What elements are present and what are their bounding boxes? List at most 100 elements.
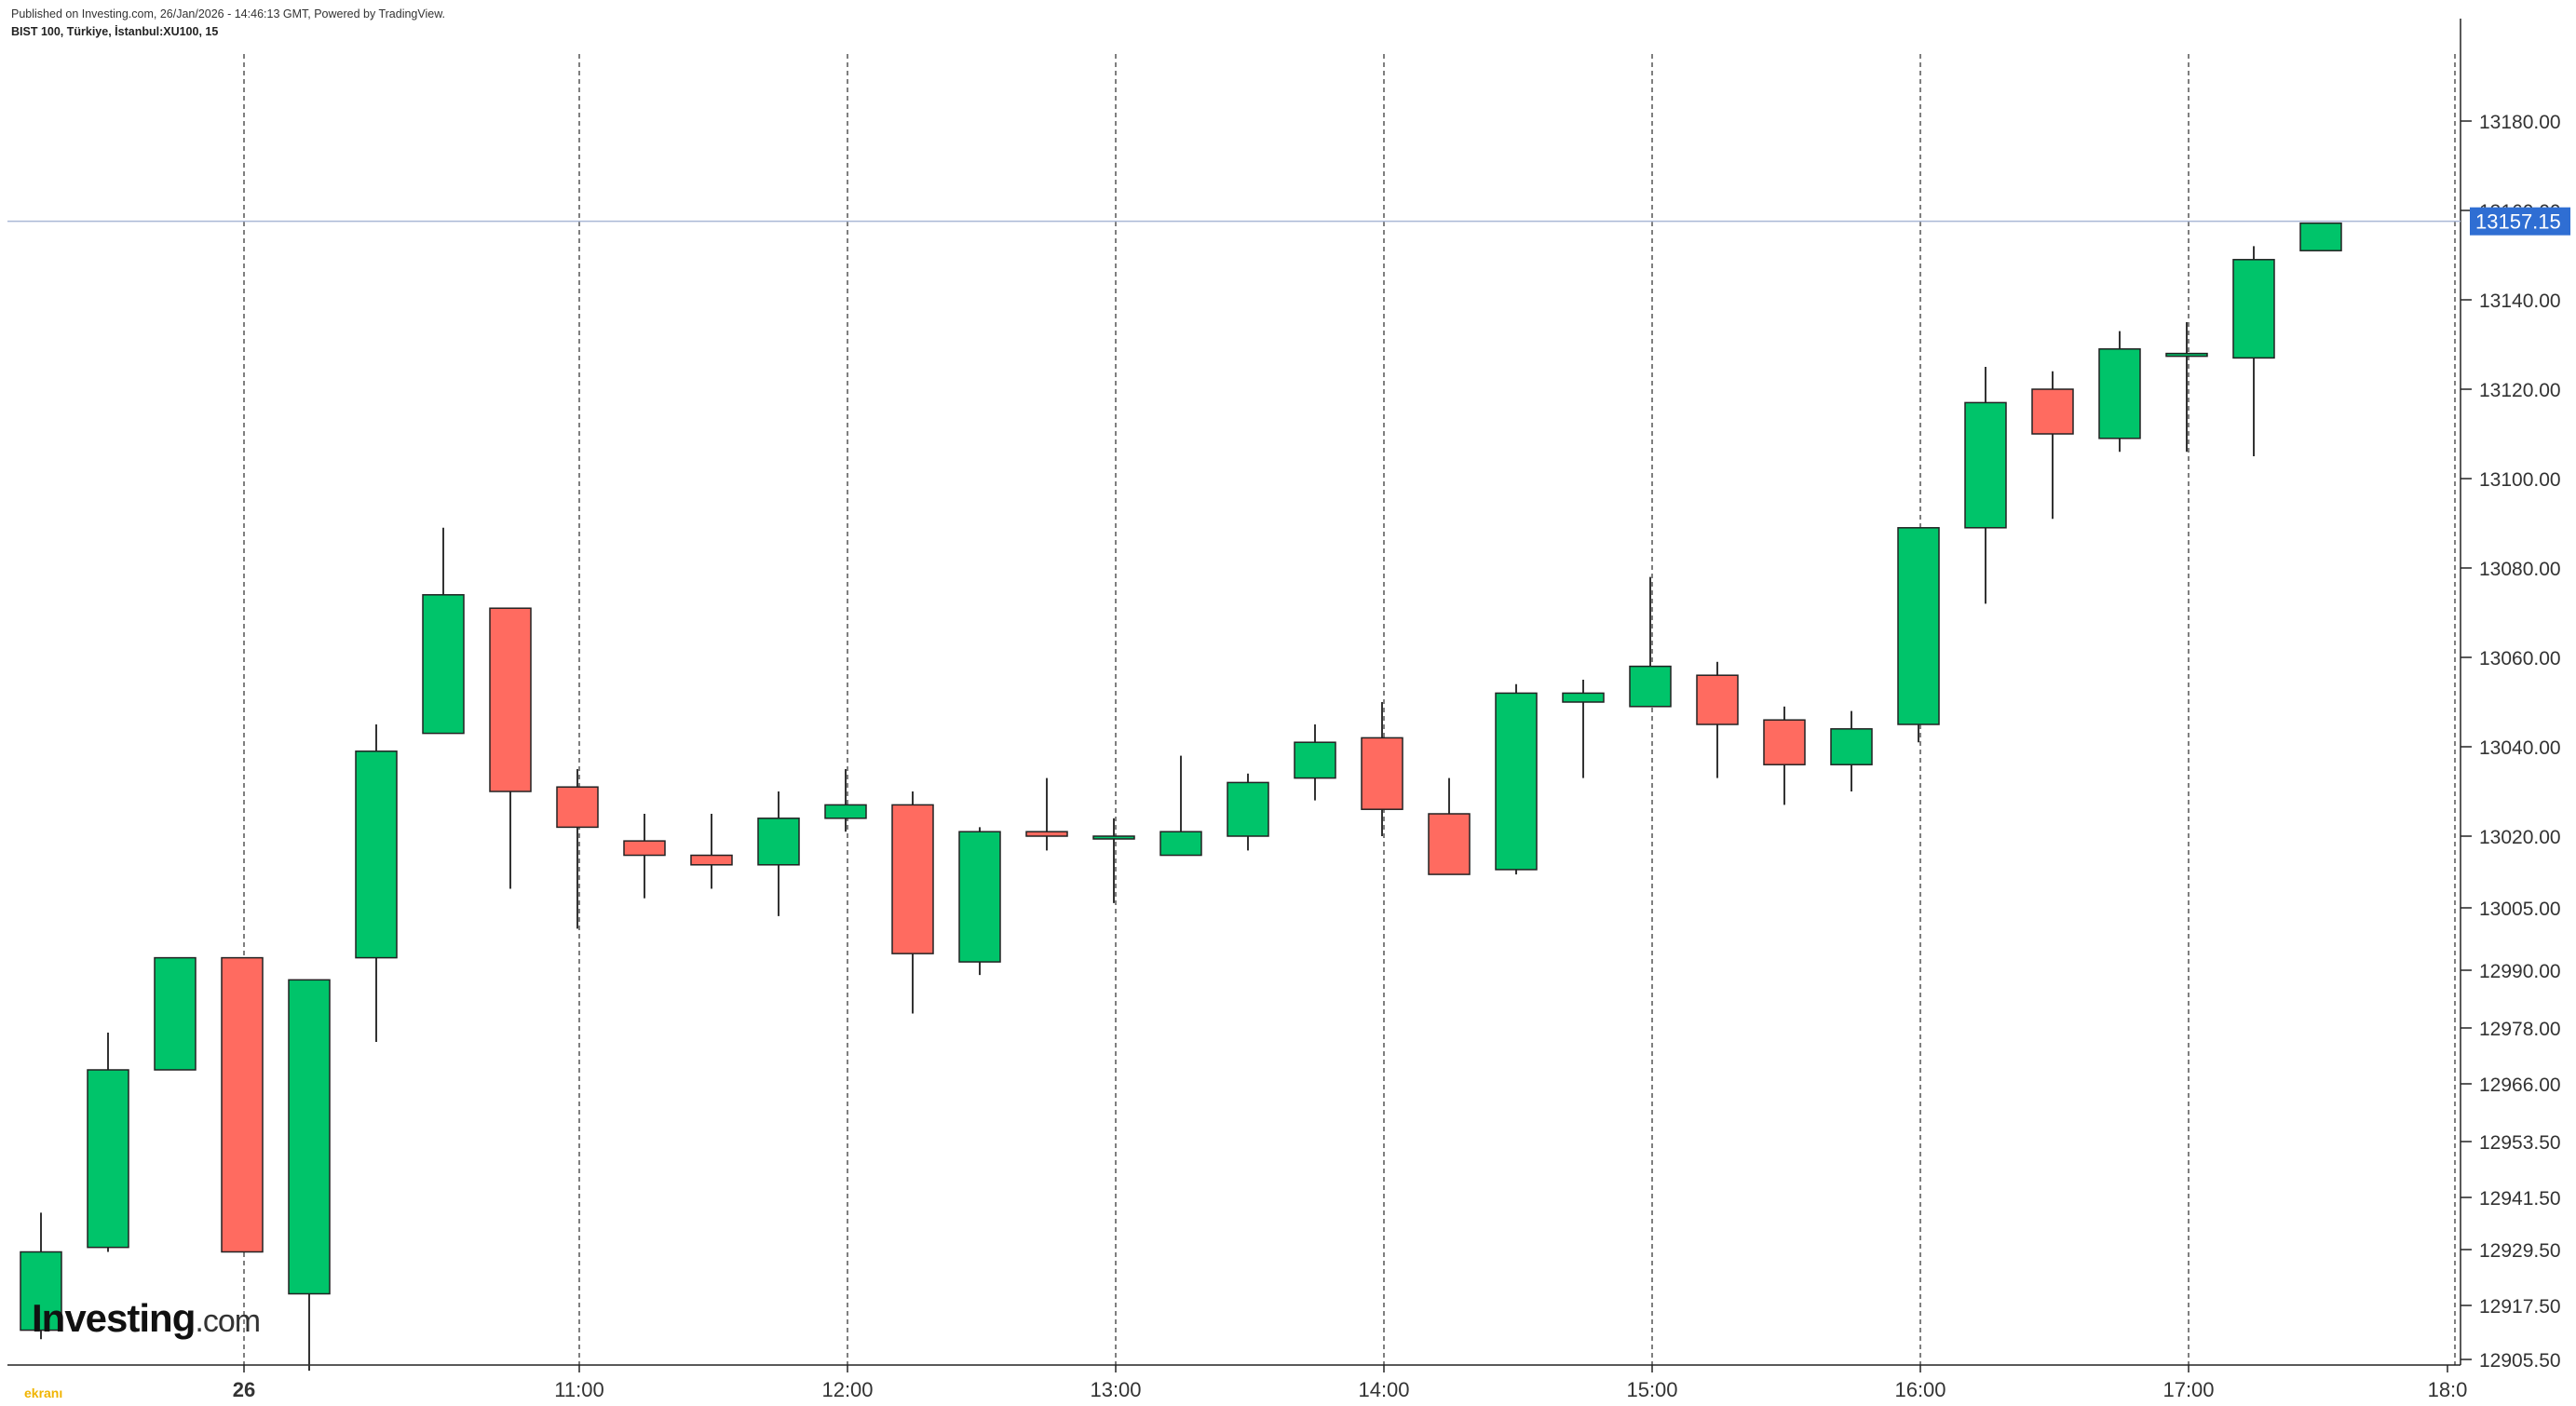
candle-body bbox=[1361, 737, 1403, 810]
y-axis-ticks: 13180.0013160.0013140.0013120.0013100.00… bbox=[2461, 112, 2561, 1372]
candle-11 bbox=[757, 791, 800, 916]
candle-34 bbox=[2299, 222, 2342, 251]
x-axis-ticks: 26 11:00 12:00 13:00 14:00 15:00 16:00 17:00 18:… bbox=[233, 1365, 2468, 1401]
y-tick-label: 12941.50 bbox=[2479, 1188, 2561, 1210]
published-caption: Published on Investing.com, 26/Jan/2026 … bbox=[11, 7, 446, 20]
candle-3 bbox=[221, 956, 264, 1253]
candle-6 bbox=[422, 527, 465, 735]
x-tick-label: 17:00 bbox=[2162, 1378, 2214, 1401]
candle-25 bbox=[1696, 661, 1739, 778]
candles bbox=[20, 222, 2342, 1372]
candle-body bbox=[20, 1251, 62, 1332]
y-tick-label: 13080.00 bbox=[2479, 559, 2561, 580]
y-tick-label: 12978.00 bbox=[2479, 1019, 2561, 1040]
candle-body bbox=[556, 786, 599, 829]
candle-33 bbox=[2232, 246, 2275, 456]
candle-body bbox=[2232, 259, 2275, 359]
logo-suffix: .com bbox=[195, 1304, 261, 1339]
candle-body bbox=[1092, 835, 1135, 840]
y-tick-label: 12990.00 bbox=[2479, 961, 2561, 982]
candle-9 bbox=[623, 814, 666, 899]
candle-29 bbox=[1964, 367, 2007, 604]
candle-32 bbox=[2165, 322, 2208, 453]
symbol-title: BIST 100, Türkiye, İstanbul:XU100, 15 bbox=[11, 24, 219, 38]
candle-body bbox=[1025, 831, 1068, 837]
candle-21 bbox=[1428, 777, 1471, 875]
y-tick-label: 12953.50 bbox=[2479, 1132, 2561, 1154]
candle-body bbox=[1897, 527, 1940, 725]
candle-28 bbox=[1897, 527, 1940, 743]
candle-body bbox=[824, 804, 867, 819]
logo-brand: Investing bbox=[32, 1296, 196, 1340]
candle-body bbox=[489, 607, 532, 792]
candle-body bbox=[1964, 401, 2007, 529]
chart-header: Published on Investing.com, 26/Jan/2026 … bbox=[11, 6, 445, 41]
candle-body bbox=[1159, 831, 1202, 857]
time-gridlines bbox=[243, 54, 2456, 1365]
candle-body bbox=[891, 804, 934, 954]
candle-body bbox=[2299, 222, 2342, 251]
candle-body bbox=[623, 840, 666, 857]
candle-10 bbox=[690, 814, 733, 889]
candle-18 bbox=[1227, 773, 1269, 851]
y-tick-label: 12929.50 bbox=[2479, 1240, 2561, 1262]
y-tick-label: 13020.00 bbox=[2479, 827, 2561, 848]
candle-14 bbox=[958, 827, 1001, 976]
y-tick-label: 13120.00 bbox=[2479, 380, 2561, 401]
y-tick-label: 13040.00 bbox=[2479, 737, 2561, 759]
candle-19 bbox=[1294, 724, 1336, 801]
candle-26 bbox=[1763, 706, 1806, 805]
price-tag-bg bbox=[2470, 207, 2570, 236]
investing-logo: Investing.com bbox=[32, 1296, 261, 1341]
x-tick-label: 11:00 bbox=[554, 1378, 603, 1401]
candle-body bbox=[288, 979, 331, 1295]
candle-8 bbox=[556, 769, 599, 929]
candle-24 bbox=[1629, 576, 1672, 708]
x-tick-label: 16:00 bbox=[1894, 1378, 1946, 1401]
x-tick-label: 18:0 bbox=[2428, 1378, 2468, 1401]
candle-31 bbox=[2098, 331, 2141, 453]
candle-body bbox=[154, 956, 197, 1071]
y-tick-label: 13180.00 bbox=[2479, 112, 2561, 133]
candle-body bbox=[1696, 674, 1739, 725]
candle-body bbox=[2098, 348, 2141, 439]
candle-body bbox=[1830, 728, 1873, 765]
y-tick-label: 12917.50 bbox=[2479, 1296, 2561, 1318]
x-tick-label: 12:00 bbox=[821, 1378, 873, 1401]
candle-15 bbox=[1025, 777, 1068, 851]
candle-body bbox=[355, 750, 398, 959]
candle-body bbox=[221, 956, 264, 1253]
candle-5 bbox=[355, 724, 398, 1042]
candle-body bbox=[1294, 741, 1336, 779]
x-tick-label: 14:00 bbox=[1358, 1378, 1409, 1401]
current-price-tag: 13157.15 bbox=[2470, 207, 2570, 236]
candle-17 bbox=[1159, 755, 1202, 857]
candle-body bbox=[1227, 781, 1269, 837]
y-tick-label: 12966.00 bbox=[2479, 1075, 2561, 1096]
candle-0 bbox=[20, 1212, 62, 1340]
candle-13 bbox=[891, 791, 934, 1014]
y-tick-label: 13005.00 bbox=[2479, 899, 2561, 920]
price-tag-label: 13157.15 bbox=[2475, 210, 2561, 234]
candle-2 bbox=[154, 956, 197, 1071]
candle-body bbox=[1763, 719, 1806, 765]
candle-body bbox=[422, 594, 465, 735]
candle-body bbox=[958, 831, 1001, 963]
candle-20 bbox=[1361, 702, 1403, 836]
candle-body bbox=[1495, 692, 1538, 871]
y-tick-label: 13060.00 bbox=[2479, 648, 2561, 669]
candle-27 bbox=[1830, 710, 1873, 791]
candle-16 bbox=[1092, 818, 1135, 903]
x-tick-label: 15:00 bbox=[1626, 1378, 1677, 1401]
candle-body bbox=[87, 1069, 129, 1249]
candle-body bbox=[1562, 692, 1605, 703]
y-tick-label: 13100.00 bbox=[2479, 469, 2561, 491]
candle-body bbox=[1428, 813, 1471, 875]
x-tick-label: 26 bbox=[233, 1378, 255, 1401]
candle-body bbox=[1629, 665, 1672, 708]
candle-4 bbox=[288, 979, 331, 1372]
candle-23 bbox=[1562, 680, 1605, 778]
y-tick-label: 13140.00 bbox=[2479, 291, 2561, 312]
candle-30 bbox=[2031, 371, 2074, 520]
